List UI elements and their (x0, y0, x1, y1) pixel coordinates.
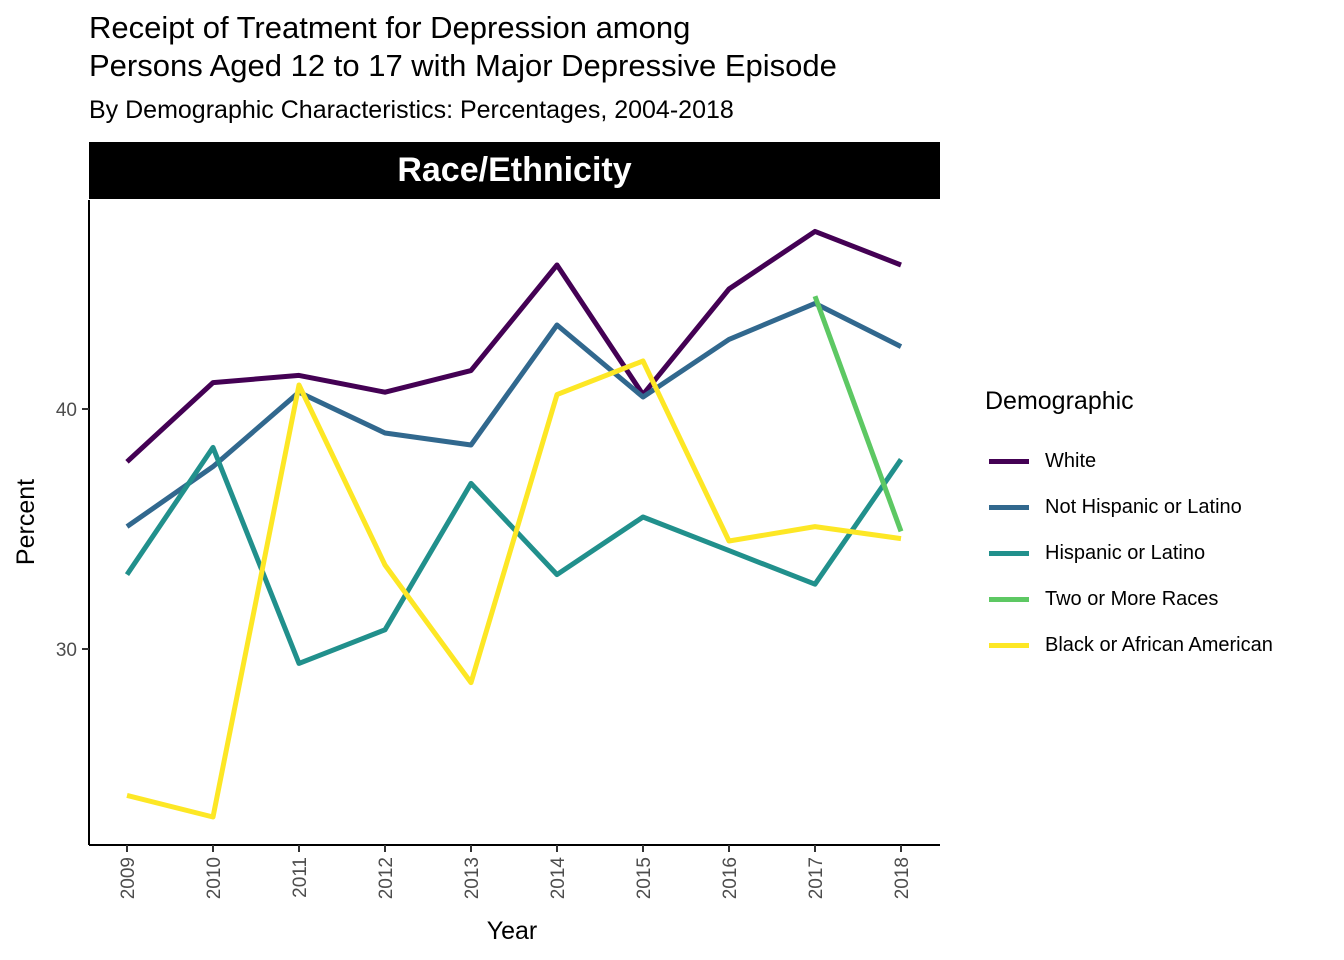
x-axis-title: Year (487, 917, 538, 945)
x-tick-label: 2013 (462, 857, 483, 899)
y-tick-label: 30 (56, 640, 77, 661)
x-tick-label: 2018 (892, 857, 913, 899)
series-line-white (125, 228, 902, 464)
x-tick-label: 2012 (376, 857, 397, 899)
chart-subtitle: By Demographic Characteristics: Percenta… (89, 96, 734, 124)
series-line-black-or-african-american (126, 358, 902, 820)
legend-title: Demographic (985, 387, 1134, 415)
chart-title-line-2: Persons Aged 12 to 17 with Major Depress… (89, 48, 837, 83)
facet-label: Race/Ethnicity (397, 151, 632, 189)
legend: Demographic White Not Hispanic or Latino H… (985, 384, 1273, 668)
legend-key (989, 504, 1029, 510)
legend-label: Not Hispanic or Latino (1045, 495, 1242, 518)
legend-label: Black or African American (1045, 633, 1273, 656)
x-tick-label: 2010 (204, 857, 225, 899)
legend-item: Not Hispanic or Latino (985, 484, 1273, 530)
chart-title-line-1: Receipt of Treatment for Depression amon… (89, 10, 691, 45)
legend-item: Black or African American (985, 622, 1273, 668)
x-tick-label: 2014 (548, 857, 569, 900)
legend-label: Two or More Races (1045, 587, 1219, 610)
x-tick-label: 2016 (720, 857, 741, 899)
y-axis-title: Percent (12, 479, 40, 565)
x-tick-label: 2011 (290, 857, 311, 898)
legend-items: White Not Hispanic or Latino Hispanic or L… (985, 438, 1273, 668)
legend-key (989, 596, 1029, 602)
legend-item: White (985, 438, 1273, 484)
legend-label: White (1045, 449, 1097, 472)
legend-key (989, 550, 1029, 556)
x-tick-label: 2017 (806, 857, 827, 899)
series-line-not-hispanic-or-latino (125, 300, 903, 529)
legend-item: Two or More Races (985, 576, 1273, 622)
legend-label: Hispanic or Latino (1045, 541, 1206, 564)
y-tick-label: 40 (56, 400, 77, 421)
series-line-two-or-more-races (812, 295, 904, 533)
x-tick-label: 2015 (634, 857, 655, 899)
legend-key (989, 642, 1029, 648)
facet-strip: Race/Ethnicity (89, 142, 940, 199)
y-ticks: 30 40 (56, 400, 89, 661)
series-layer (124, 228, 904, 820)
x-ticks: 2009 2010 2011 2012 2013 2014 2015 2016 2017 2018 (118, 845, 913, 899)
legend-key (989, 458, 1029, 464)
legend-item: Hispanic or Latino (985, 530, 1273, 576)
series-line-hispanic-or-latino (124, 444, 904, 666)
x-tick-label: 2009 (118, 857, 139, 899)
